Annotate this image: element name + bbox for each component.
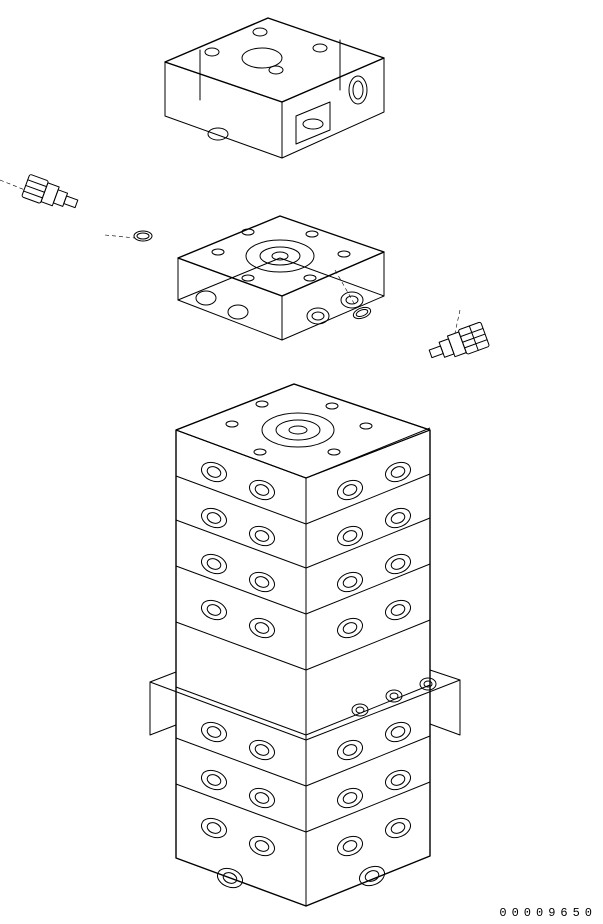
right-connector-plug bbox=[426, 322, 489, 366]
leader-lines bbox=[0, 180, 460, 333]
diagram-svg bbox=[0, 0, 603, 924]
stack-mid-widened-block bbox=[150, 670, 460, 788]
top-cover-block bbox=[165, 18, 384, 158]
exploded-diagram: 00009650 bbox=[0, 0, 603, 924]
left-connector-plug bbox=[22, 174, 81, 215]
spacer-block bbox=[178, 216, 384, 340]
stack-slice-dividers bbox=[176, 428, 430, 832]
document-number: 00009650 bbox=[499, 906, 597, 920]
